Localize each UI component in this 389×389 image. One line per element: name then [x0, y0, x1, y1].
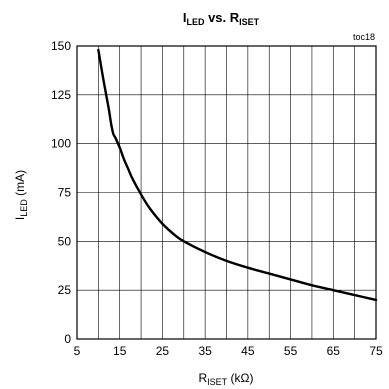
x-axis-label: RISET (kΩ) — [199, 371, 254, 387]
x-tick-label: 25 — [156, 344, 170, 358]
y-tick-label: 25 — [58, 283, 72, 297]
x-tick-label: 15 — [113, 344, 127, 358]
y-tick-label: 0 — [64, 332, 71, 346]
x-tick-label: 35 — [198, 344, 212, 358]
series-line — [97, 48, 378, 302]
chart-corner-note: toc18 — [353, 32, 375, 42]
grid-lines — [76, 45, 377, 340]
x-tick-label: 45 — [241, 344, 255, 358]
x-tick-label: 65 — [327, 344, 341, 358]
y-tick-label: 75 — [58, 186, 72, 200]
y-tick-label: 150 — [51, 39, 71, 53]
x-tick-label: 75 — [369, 344, 383, 358]
x-tick-label: 55 — [284, 344, 298, 358]
x-tick-label: 5 — [74, 344, 81, 358]
x-tick-labels: 5 15 25 35 45 55 65 75 — [74, 344, 383, 358]
y-tick-labels: 0 25 50 75 100 125 150 — [51, 39, 71, 346]
y-tick-label: 50 — [58, 234, 72, 248]
y-tick-label: 100 — [51, 137, 71, 151]
chart-title: ILED vs. RISET — [183, 10, 260, 27]
plot-frame — [76, 45, 377, 340]
y-tick-label: 125 — [51, 88, 71, 102]
y-axis-label: ILED (mA) — [13, 170, 29, 220]
